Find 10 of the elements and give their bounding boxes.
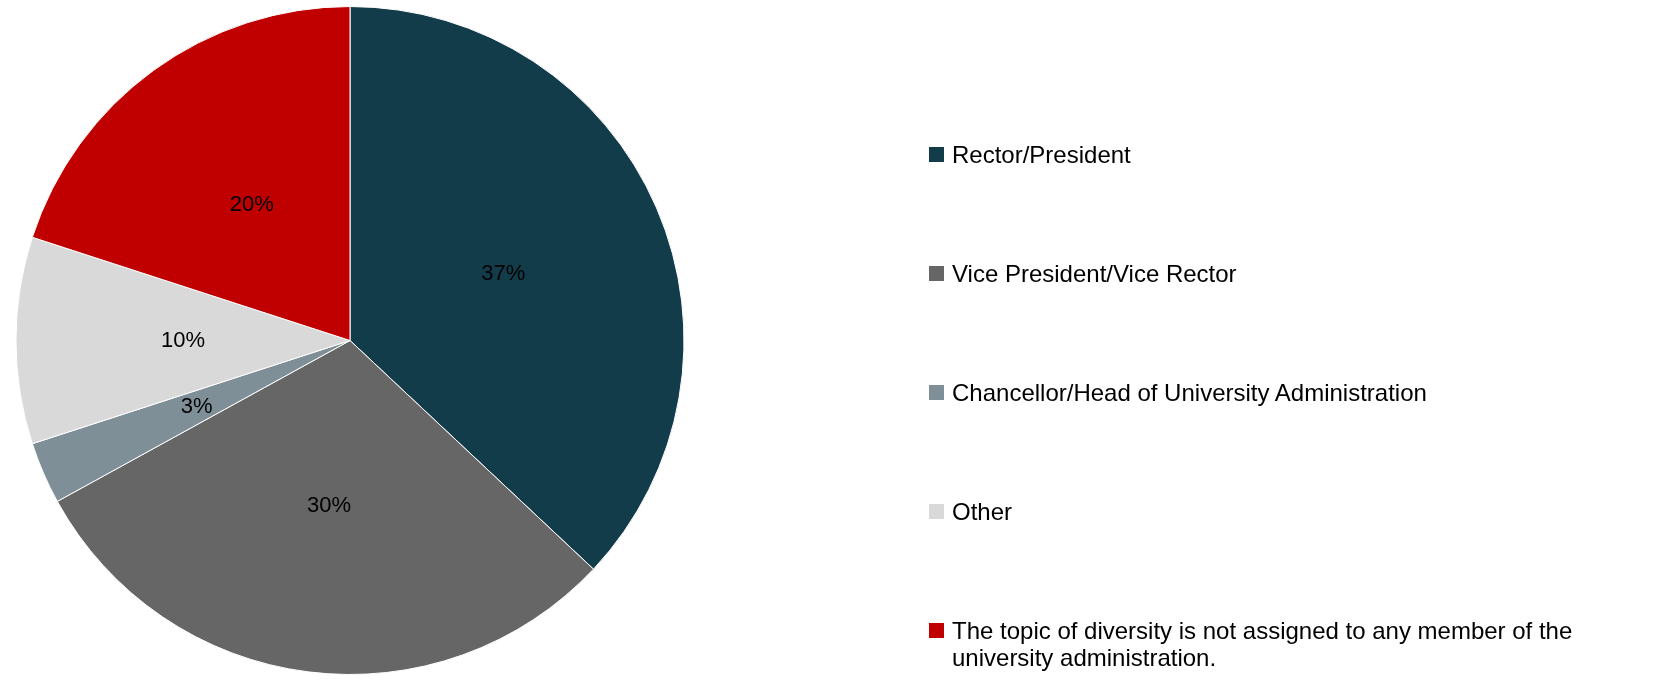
legend-label: The topic of diversity is not assigned to any member of the university administration. <box>952 617 1574 671</box>
legend-label: Vice President/Vice Rector <box>952 260 1237 287</box>
data-label: 10% <box>160 326 206 352</box>
legend-label: Other <box>952 498 1013 525</box>
legend-label: Chancellor/Head of University Administration <box>952 379 1427 406</box>
data-label: 20% <box>229 191 274 217</box>
data-label: 3% <box>180 392 213 418</box>
data-label: 37% <box>481 260 526 286</box>
legend-label: Rector/President <box>952 141 1131 168</box>
data-label: 30% <box>307 492 352 518</box>
